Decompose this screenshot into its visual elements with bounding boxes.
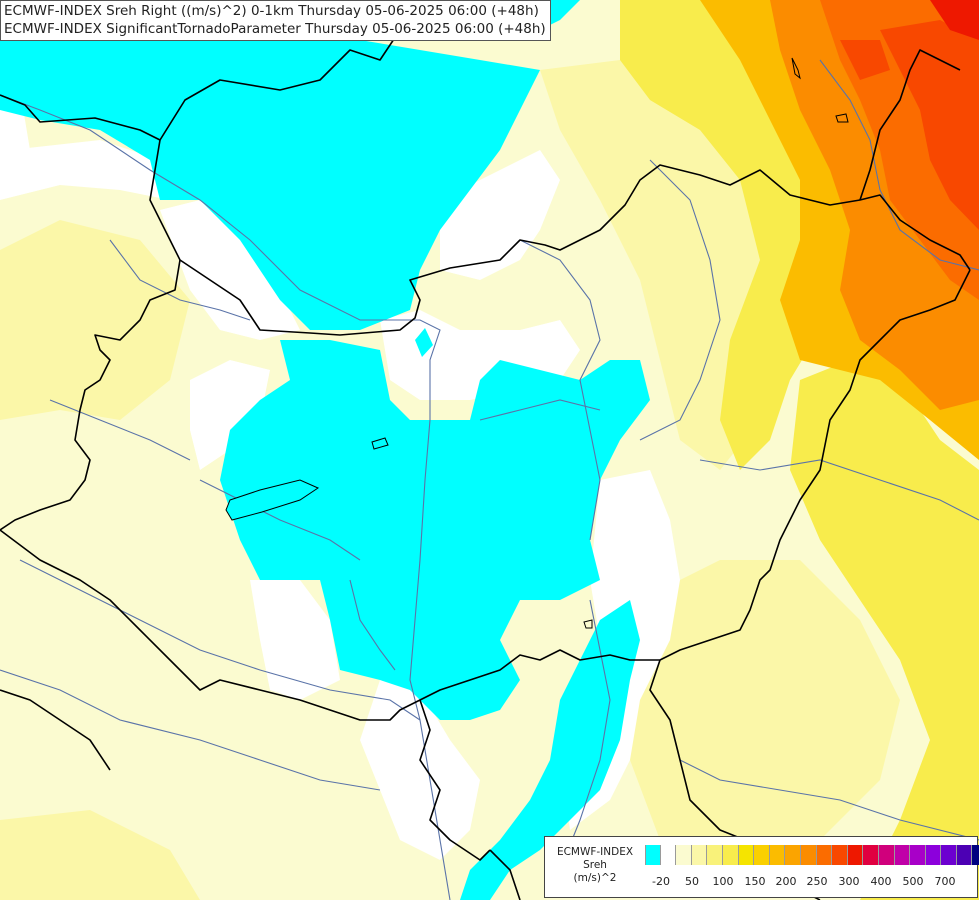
legend-swatch <box>847 845 864 865</box>
deep-red-field <box>930 0 979 40</box>
legend-swatch <box>785 845 801 865</box>
legend-swatch <box>722 845 739 865</box>
legend-ticks: -20 50 100 150 200 250 300 400 500 700 <box>645 875 975 889</box>
legend-tick-label: -20 <box>652 875 670 888</box>
legend-swatch <box>769 845 786 865</box>
legend-swatch <box>972 845 979 865</box>
red-field <box>840 20 979 230</box>
legend-swatch <box>832 845 848 865</box>
legend-tick-label: 100 <box>712 875 734 888</box>
legend-swatch <box>863 845 879 865</box>
rivers <box>0 59 979 900</box>
legend-swatch <box>910 845 926 865</box>
legend-swatch <box>660 845 677 865</box>
title-line-2: ECMWF-INDEX SignificantTornadoParameter … <box>4 21 546 37</box>
legend-swatch <box>956 845 973 865</box>
map-title: ECMWF-INDEX Sreh Right ((m/s)^2) 0-1km T… <box>0 0 551 41</box>
legend-tick-label: 300 <box>838 875 860 888</box>
legend-swatch <box>941 845 957 865</box>
legend-swatch <box>707 845 723 865</box>
legend-title-line-3: (m/s)^2 <box>573 872 617 884</box>
legend-title-line-2: Sreh <box>583 859 607 871</box>
legend-swatch <box>676 845 692 865</box>
legend-tick-label: 150 <box>744 875 766 888</box>
legend-tick-label: 50 <box>685 875 699 888</box>
legend-tick-label: 500 <box>902 875 924 888</box>
legend-swatch <box>878 845 895 865</box>
legend-tick-label: 200 <box>775 875 797 888</box>
color-legend: ECMWF-INDEX Sreh (m/s)^2 -20 50 100 150 200 2… <box>544 836 979 898</box>
legend-swatch <box>645 845 661 865</box>
legend-tick-label: 250 <box>806 875 828 888</box>
lakes <box>225 57 849 629</box>
legend-swatch <box>738 845 755 865</box>
legend-title-line-1: ECMWF-INDEX <box>556 846 634 858</box>
legend-swatch <box>925 845 942 865</box>
legend-title: ECMWF-INDEX Sreh (m/s)^2 <box>549 846 641 885</box>
legend-tick-label: 700 <box>934 875 956 888</box>
legend-swatch <box>691 845 708 865</box>
legend-swatch <box>894 845 911 865</box>
legend-tick-label: 400 <box>870 875 892 888</box>
legend-swatches <box>645 845 979 865</box>
legend-swatch <box>800 845 817 865</box>
legend-swatch <box>754 845 770 865</box>
light-yellow-field <box>0 60 900 900</box>
title-line-1: ECMWF-INDEX Sreh Right ((m/s)^2) 0-1km T… <box>4 3 539 19</box>
legend-swatch <box>816 845 833 865</box>
